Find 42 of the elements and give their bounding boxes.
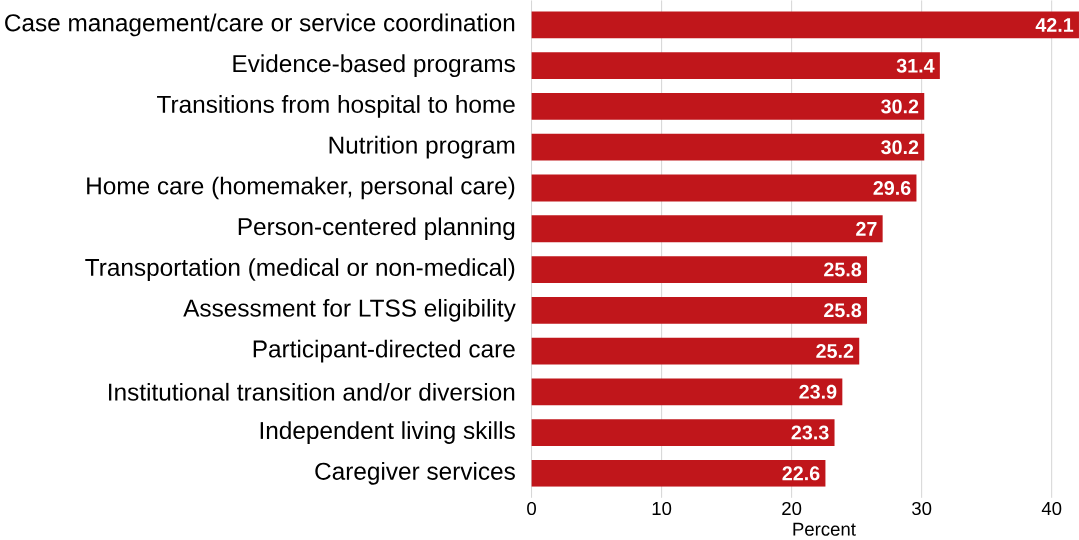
y-tick-label: Transportation (medical or non-medical): [85, 258, 515, 282]
bar: [531, 337, 860, 365]
data-label: 23.9: [799, 385, 837, 399]
y-tick-label: Home care (homemaker, personal care): [87, 176, 515, 200]
bar: [531, 93, 925, 121]
y-tick-label: Institutional transition and/or diversion: [109, 383, 515, 401]
x-tick-label: 40: [1041, 502, 1062, 516]
data-label: 22.6: [782, 466, 820, 481]
y-tick-label: Assessment for LTSS eligibility: [183, 299, 516, 322]
data-label: 27: [856, 222, 877, 236]
y-tick-label: Transitions from hospital to home: [157, 95, 515, 118]
data-label: 25.8: [824, 262, 862, 277]
data-label: 25.8: [824, 303, 862, 318]
bar: [531, 134, 925, 161]
data-label: 30.2: [881, 99, 919, 114]
bar: [531, 419, 835, 447]
y-tick-label: Caregiver services: [315, 462, 515, 485]
bar: [531, 378, 843, 406]
bar: [531, 256, 868, 284]
data-label: 30.2: [881, 140, 919, 155]
bar: [531, 11, 1079, 39]
data-label: 25.2: [816, 344, 854, 359]
y-tick-label: Person-centered planning: [238, 217, 515, 241]
x-axis-title: Percent: [793, 522, 856, 536]
bar: [531, 460, 826, 487]
y-tick-label: Nutrition program: [329, 136, 515, 159]
data-label: 42.1: [1035, 18, 1074, 32]
data-label: 23.3: [791, 425, 829, 440]
x-tick-label: 0: [527, 502, 536, 516]
y-tick-label: Case management/care or service coordination: [5, 13, 515, 37]
bar: [531, 297, 868, 324]
bar: [531, 52, 940, 80]
y-tick-label: Evidence-based programs: [233, 54, 515, 78]
x-tick-label: 30: [912, 502, 932, 516]
y-tick-label: Independent living skills: [260, 421, 515, 445]
data-label: 31.4: [896, 58, 935, 73]
y-tick-label: Participant-directed care: [253, 339, 515, 363]
bar: [531, 174, 917, 202]
data-label: 29.6: [873, 181, 911, 196]
bar: [531, 215, 883, 243]
x-tick-label: 10: [652, 502, 672, 516]
x-tick-label: 20: [782, 502, 802, 516]
